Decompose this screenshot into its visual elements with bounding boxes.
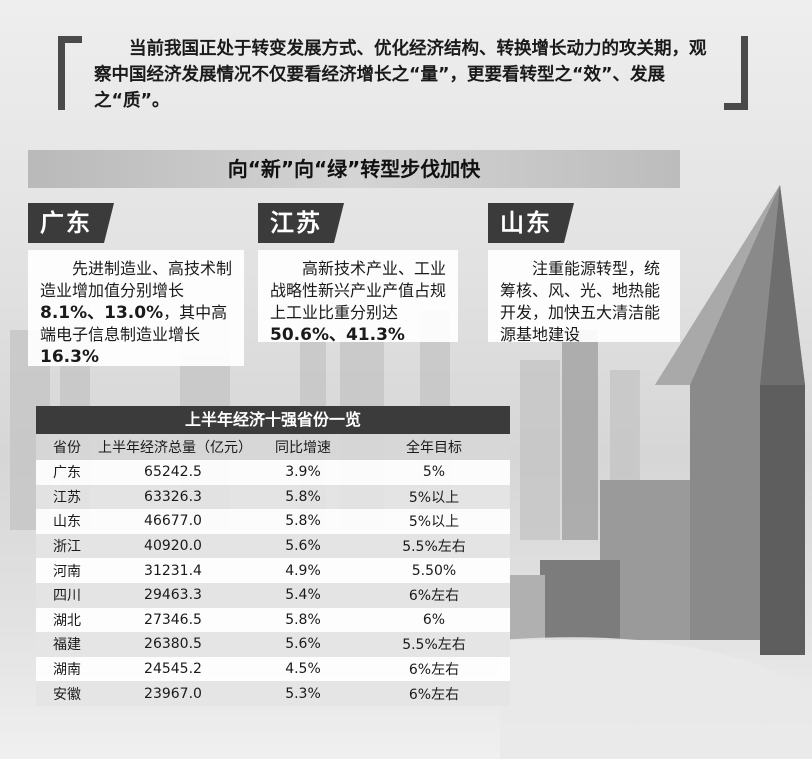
table-cell: 6% [358,607,510,633]
table-cell: 5.8% [248,607,358,633]
table-cell: 6%左右 [358,656,510,682]
growth-arrow-icon [510,185,805,655]
province-tag-guangdong: 广东 [28,203,114,243]
table-cell: 福建 [36,632,98,657]
table-cell: 5%以上 [358,484,510,510]
left-bracket-icon [58,36,82,110]
province-tag-jiangsu: 江苏 [258,203,344,243]
table-row: 浙江 40920.0 5.6% 5.5%左右 [36,533,510,559]
top10-provinces-table: 上半年经济十强省份一览 省份 上半年经济总量（亿元） 同比增速 全年目标 广东 6… [36,406,510,706]
table-cell: 5.5%左右 [358,632,510,657]
table-cell: 63326.3 [98,484,248,510]
table-cell: 5% [358,460,510,485]
intro-text: 当前我国正处于转变发展方式、优化经济结构、转换增长动力的攻关期，观察中国经济发展… [94,39,707,111]
table-cell: 湖南 [36,656,98,682]
table-cell: 四川 [36,582,98,608]
table-cell: 5.6% [248,632,358,657]
table-cell: 5.8% [248,484,358,510]
province-tag-shandong: 山东 [488,203,574,243]
table-cell: 5%以上 [358,509,510,534]
table-cell: 46677.0 [98,509,248,534]
table-cell: 浙江 [36,533,98,559]
table-cell: 湖北 [36,607,98,633]
table-cell: 31231.4 [98,558,248,583]
section-heading: 向“新”向“绿”转型步伐加快 [28,150,680,188]
table-cell: 6%左右 [358,582,510,608]
table-title: 上半年经济十强省份一览 [36,406,510,434]
table-cell: 4.9% [248,558,358,583]
table-row: 湖南 24545.2 4.5% 6%左右 [36,656,510,682]
table-cell: 河南 [36,558,98,583]
table-cell: 29463.3 [98,582,248,608]
table-row: 江苏 63326.3 5.8% 5%以上 [36,484,510,510]
table-cell: 广东 [36,460,98,485]
province-card-jiangsu: 高新技术产业、工业战略性新兴产业产值占规上工业比重分别达50.6%、41.3% [258,250,458,345]
table-cell: 5.5%左右 [358,533,510,559]
column-header: 省份 [36,434,98,460]
table-cell: 27346.5 [98,607,248,633]
table-body: 广东 65242.5 3.9% 5% 江苏 63326.3 5.8% 5%以上 山东 46677.… [36,460,510,706]
column-header: 上半年经济总量（亿元） [98,434,252,460]
intro-quote: 当前我国正处于转变发展方式、优化经济结构、转换增长动力的攻关期，观察中国经济发展… [58,36,748,112]
data-table: 省份 上半年经济总量（亿元） 同比增速 全年目标 广东 65242.5 3.9% 5%… [36,434,510,706]
table-row: 安徽 23967.0 5.3% 6%左右 [36,681,510,706]
table-row: 山东 46677.0 5.8% 5%以上 [36,509,510,534]
table-cell: 5.8% [248,509,358,534]
table-cell: 6%左右 [358,681,510,706]
highlight-value: 8.1%、13.0% [40,303,164,323]
floor-curve [500,637,812,759]
province-text-shandong: 注重能源转型，统筹核、风、光、地热能开发，加快五大清洁能源基地建设 [500,259,661,344]
table-row: 湖北 27346.5 5.8% 6% [36,607,510,633]
province-text-jiangsu: 高新技术产业、工业战略性新兴产业产值占规上工业比重分别达50.6%、41.3% [270,259,447,345]
province-card-guangdong: 先进制造业、高技术制造业增加值分别增长8.1%、13.0%，其中高端电子信息制造… [28,250,244,367]
table-cell: 5.3% [248,681,358,706]
table-cell: 5.50% [358,558,510,583]
table-cell: 3.9% [248,460,358,485]
table-cell: 江苏 [36,484,98,510]
table-cell: 4.5% [248,656,358,682]
table-cell: 23967.0 [98,681,248,706]
table-cell: 65242.5 [98,460,248,485]
province-card-shandong: 注重能源转型，统筹核、风、光、地热能开发，加快五大清洁能源基地建设 [488,250,680,344]
highlight-value: 16.3% [40,347,99,367]
column-header: 全年目标 [358,434,510,460]
table-row: 广东 65242.5 3.9% 5% [36,460,510,485]
table-header-row: 省份 上半年经济总量（亿元） 同比增速 全年目标 [36,434,510,460]
table-cell: 5.4% [248,582,358,608]
table-cell: 24545.2 [98,656,248,682]
table-cell: 山东 [36,509,98,534]
right-bracket-icon [724,36,748,110]
table-cell: 安徽 [36,681,98,706]
table-cell: 40920.0 [98,533,248,559]
highlight-value: 50.6%、41.3% [270,325,405,345]
table-row: 福建 26380.5 5.6% 5.5%左右 [36,632,510,657]
table-cell: 5.6% [248,533,358,559]
table-cell: 26380.5 [98,632,248,657]
province-text-guangdong: 先进制造业、高技术制造业增加值分别增长8.1%、13.0%，其中高端电子信息制造… [40,259,233,367]
column-header: 同比增速 [248,434,358,460]
table-row: 河南 31231.4 4.9% 5.50% [36,558,510,583]
table-row: 四川 29463.3 5.4% 6%左右 [36,582,510,608]
